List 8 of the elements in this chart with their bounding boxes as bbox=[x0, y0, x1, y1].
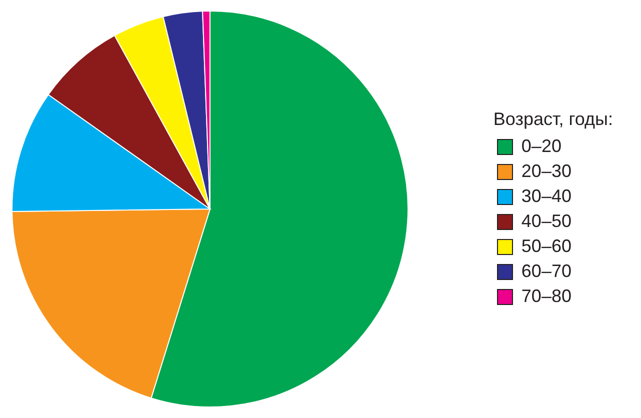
legend-label: 20–30 bbox=[521, 161, 572, 182]
legend-label: 30–40 bbox=[521, 186, 572, 207]
legend-label: 70–80 bbox=[521, 286, 572, 307]
legend-label: 50–60 bbox=[521, 236, 572, 257]
legend-label: 40–50 bbox=[521, 211, 572, 232]
legend-title: Возраст, годы: bbox=[493, 109, 613, 130]
legend-label: 60–70 bbox=[521, 261, 572, 282]
legend-label: 0–20 bbox=[521, 136, 562, 157]
